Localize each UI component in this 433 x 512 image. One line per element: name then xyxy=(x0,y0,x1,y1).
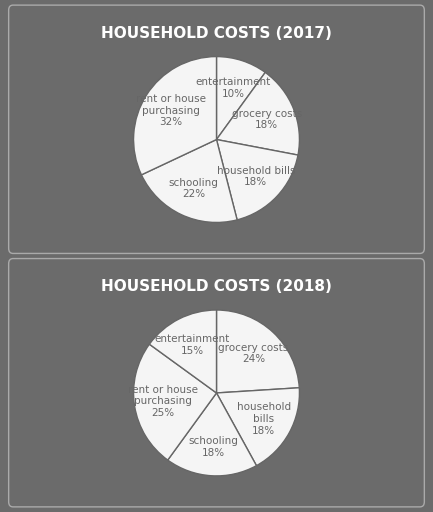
Text: schooling
18%: schooling 18% xyxy=(188,436,238,458)
Wedge shape xyxy=(216,139,298,220)
Wedge shape xyxy=(133,56,216,175)
Wedge shape xyxy=(216,56,265,139)
Wedge shape xyxy=(168,393,256,476)
Text: rent or house
purchasing
32%: rent or house purchasing 32% xyxy=(136,94,206,127)
Text: household bills
18%: household bills 18% xyxy=(216,165,295,187)
Text: household
bills
18%: household bills 18% xyxy=(237,402,291,436)
Text: grocery costs
18%: grocery costs 18% xyxy=(232,109,302,131)
Text: HOUSEHOLD COSTS (2017): HOUSEHOLD COSTS (2017) xyxy=(101,26,332,40)
Wedge shape xyxy=(133,344,216,460)
Wedge shape xyxy=(216,310,299,393)
Text: grocery costs
24%: grocery costs 24% xyxy=(218,343,288,365)
Wedge shape xyxy=(216,388,300,465)
Wedge shape xyxy=(149,310,216,393)
Text: HOUSEHOLD COSTS (2018): HOUSEHOLD COSTS (2018) xyxy=(101,279,332,294)
Text: rent or house
purchasing
25%: rent or house purchasing 25% xyxy=(128,385,198,418)
Text: schooling
22%: schooling 22% xyxy=(168,178,219,199)
Text: entertainment
15%: entertainment 15% xyxy=(155,334,229,356)
Text: entertainment
10%: entertainment 10% xyxy=(196,77,271,99)
Wedge shape xyxy=(216,72,300,155)
Wedge shape xyxy=(142,139,237,222)
